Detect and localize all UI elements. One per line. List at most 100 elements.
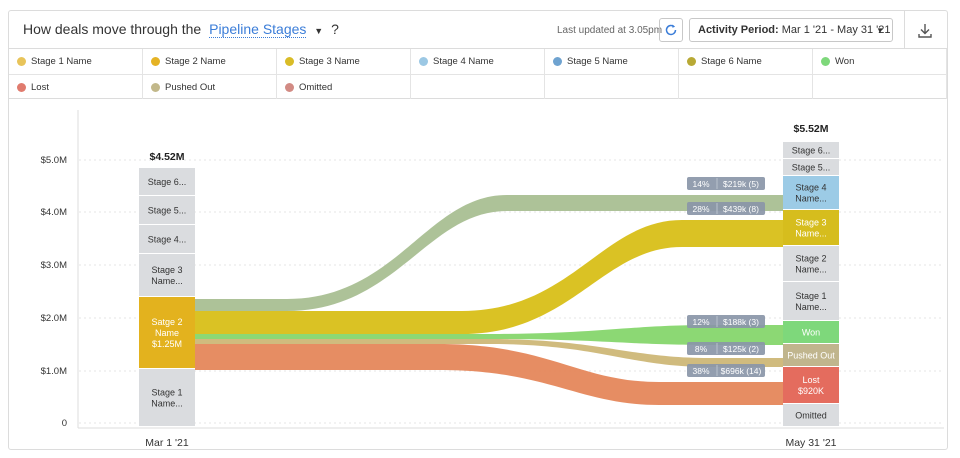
left-stage-label: Stage 3 — [151, 265, 182, 275]
title-prefix: How deals move through the — [23, 21, 202, 37]
right-total: $5.52M — [793, 123, 828, 135]
caret-down-icon[interactable]: ▼ — [314, 26, 324, 36]
legend-empty-cell — [411, 74, 545, 99]
help-question[interactable]: ? — [331, 21, 339, 37]
legend-empty-cell — [813, 74, 947, 99]
right-stage-block[interactable] — [783, 282, 839, 320]
left-stage-label: Name — [155, 328, 179, 338]
flow-band[interactable] — [195, 220, 783, 334]
legend-label: Stage 4 Name — [433, 56, 494, 67]
right-stage-block[interactable] — [783, 367, 839, 403]
pipeline-widget: How deals move through the Pipeline Stag… — [8, 10, 948, 450]
flow-label-box — [687, 342, 765, 355]
flow-pct-label: 8% — [695, 344, 708, 354]
flow-pct-label: 38% — [692, 366, 709, 376]
right-stage-label: Pushed Out — [787, 351, 835, 361]
widget-header: How deals move through the Pipeline Stag… — [9, 11, 947, 49]
left-stage-label: Name... — [151, 276, 183, 286]
flow-value-label: $696k (14) — [721, 366, 762, 376]
left-stage-block[interactable] — [139, 254, 195, 296]
dropdown-caret-icon: ▼ — [876, 26, 884, 35]
left-stage-block[interactable] — [139, 168, 195, 195]
legend-label: Stage 6 Name — [701, 56, 762, 67]
y-axis-label: $3.0M — [41, 260, 67, 271]
right-stage-block[interactable] — [783, 142, 839, 158]
left-stage-label: Stage 5... — [148, 206, 187, 216]
legend-label: Stage 2 Name — [165, 56, 226, 67]
right-stage-label: $920K — [798, 386, 824, 396]
flow-label-box — [687, 364, 765, 377]
legend-item[interactable]: Stage 5 Name — [545, 49, 679, 74]
flow-band[interactable] — [195, 344, 783, 405]
flow-value-label: $439k (8) — [723, 204, 759, 214]
left-stage-block[interactable] — [139, 225, 195, 253]
right-stage-block[interactable] — [783, 176, 839, 209]
flow-label-box — [687, 177, 765, 190]
flow-band[interactable] — [195, 339, 783, 367]
legend-item[interactable]: Stage 4 Name — [411, 49, 545, 74]
legend-item[interactable]: Omitted — [277, 74, 411, 99]
legend-dot-icon — [17, 57, 26, 66]
legend-empty-cell — [545, 74, 679, 99]
flow-label-box — [687, 202, 765, 215]
legend-item[interactable]: Lost — [9, 74, 143, 99]
period-label: Activity Period: — [698, 24, 779, 36]
left-stage-label: Stage 4... — [148, 235, 187, 245]
legend-label: Stage 5 Name — [567, 56, 628, 67]
flow-value-label: $219k (5) — [723, 179, 759, 189]
right-stage-label: Stage 1 — [795, 291, 826, 301]
left-stage-block[interactable] — [139, 297, 195, 368]
left-stage-label: $1.25M — [152, 339, 182, 349]
right-stage-block[interactable] — [783, 246, 839, 281]
flow-label-box — [687, 315, 765, 328]
activity-period-select[interactable]: Activity Period: Mar 1 '21 - May 31 '21 … — [689, 18, 893, 42]
legend-dot-icon — [821, 57, 830, 66]
flow-band[interactable] — [195, 325, 783, 345]
right-stage-block[interactable] — [783, 321, 839, 343]
refresh-button[interactable] — [659, 18, 683, 42]
legend-label: Stage 3 Name — [299, 56, 360, 67]
right-stage-label: Stage 6... — [792, 146, 831, 156]
flow-value-label: $125k (2) — [723, 344, 759, 354]
right-stage-block[interactable] — [783, 210, 839, 245]
legend-item[interactable]: Stage 2 Name — [143, 49, 277, 74]
right-stage-label: Name... — [795, 302, 827, 312]
sankey-chart: $5.0M $4.0M $3.0M $2.0M $1.0M 0 Mar 1 '21 May 3… — [9, 100, 947, 450]
right-stage-label: Name... — [795, 194, 827, 204]
legend-dot-icon — [151, 82, 160, 92]
period-value: Mar 1 '21 - May 31 '21 — [781, 24, 891, 36]
right-stage-label: Omitted — [795, 411, 827, 421]
right-stage-label: Stage 3 — [795, 218, 826, 228]
legend-item[interactable]: Stage 3 Name — [277, 49, 411, 74]
y-axis-label: $1.0M — [41, 366, 67, 377]
right-stage-block[interactable] — [783, 344, 839, 366]
pipeline-stages-link[interactable]: Pipeline Stages — [209, 21, 307, 38]
refresh-icon — [665, 24, 677, 36]
left-stage-label: Stage 6... — [148, 177, 187, 187]
download-icon[interactable] — [915, 21, 935, 41]
left-stage-block[interactable] — [139, 369, 195, 426]
legend-dot-icon — [419, 57, 428, 66]
y-axis-label: 0 — [62, 418, 67, 429]
right-stage-label: Stage 2 — [795, 254, 826, 264]
legend-dot-icon — [285, 57, 294, 66]
header-divider — [904, 11, 905, 49]
legend-item[interactable]: Stage 1 Name — [9, 49, 143, 74]
flow-value-label: $188k (3) — [723, 317, 759, 327]
legend-label: Won — [835, 56, 855, 67]
right-stage-block[interactable] — [783, 159, 839, 175]
legend-dot-icon — [553, 57, 562, 66]
sankey-svg: $5.0M $4.0M $3.0M $2.0M $1.0M 0 Mar 1 '21 May 3… — [41, 110, 944, 449]
x-axis-label: May 31 '21 — [785, 437, 836, 449]
right-stage-block[interactable] — [783, 404, 839, 426]
left-stage-block[interactable] — [139, 196, 195, 224]
legend: Stage 1 Name Stage 2 Name Stage 3 Name Stag… — [9, 49, 947, 99]
right-stage-label: Lost — [802, 375, 820, 385]
legend-item[interactable]: Pushed Out — [143, 74, 277, 99]
widget-title: How deals move through the Pipeline Stag… — [23, 21, 339, 38]
flow-pct-label: 14% — [692, 179, 709, 189]
legend-label: Omitted — [299, 81, 333, 93]
legend-item[interactable]: Won — [813, 49, 947, 74]
legend-item[interactable]: Stage 6 Name — [679, 49, 813, 74]
legend-dot-icon — [687, 57, 696, 66]
